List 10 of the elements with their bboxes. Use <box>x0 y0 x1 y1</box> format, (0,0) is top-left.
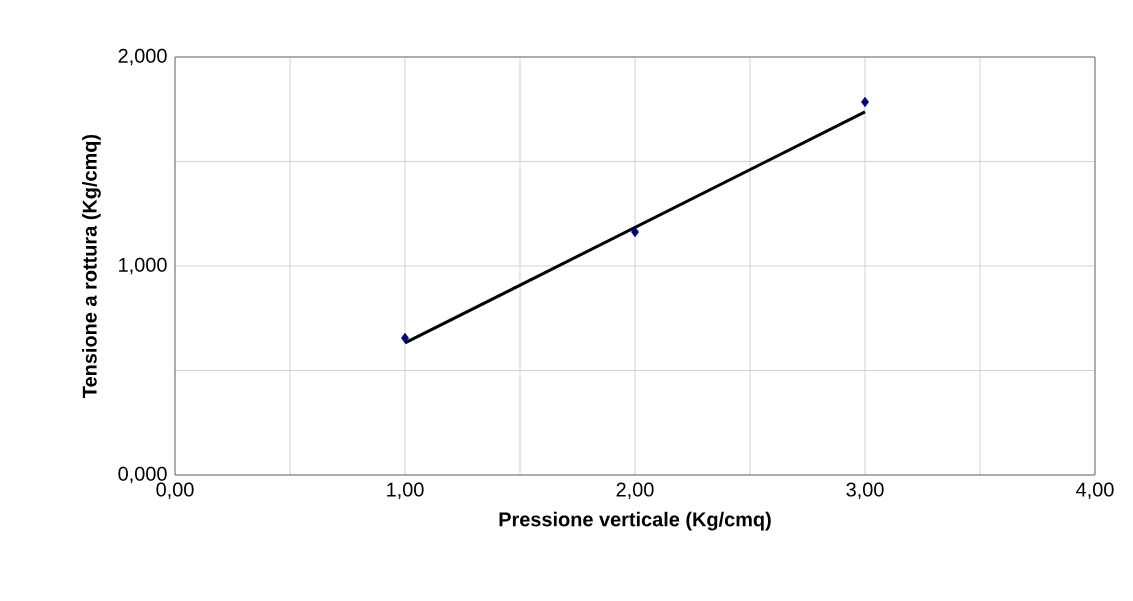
y-tick-label: 0,000 <box>118 466 167 484</box>
x-tick-label: 2,00 <box>616 482 654 499</box>
x-tick-label: 4,00 <box>1076 482 1114 499</box>
x-tick-label: 1,00 <box>387 482 424 499</box>
y-tick-label: 2,000 <box>118 48 167 66</box>
x-tick-label: 0,00 <box>156 482 194 499</box>
y-tick-label: 1,000 <box>119 257 167 275</box>
x-axis-title: Pressione verticale (Kg/cmq) <box>499 511 771 531</box>
y-axis-title: Tensione a rottura (Kg/cmq) <box>82 134 101 398</box>
x-tick-label: 3,00 <box>846 482 884 499</box>
